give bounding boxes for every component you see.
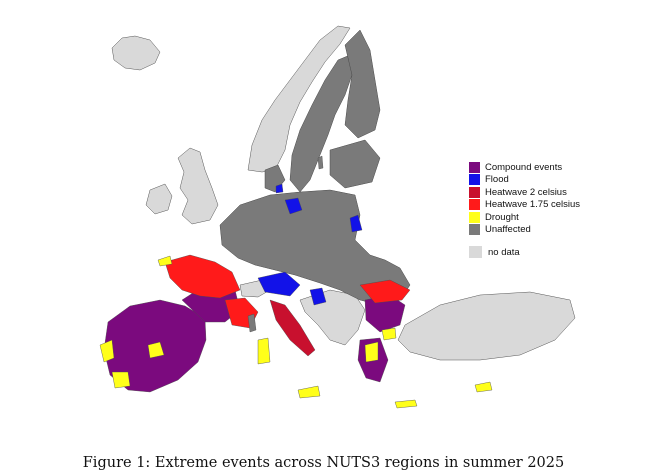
heatwave-regions [164,254,411,329]
drought-regions [99,255,493,409]
legend-label: Unaffected [485,224,531,236]
drought-sicily [297,385,321,399]
flood-alps [257,271,301,297]
legend-item-no-data: no data [469,246,520,258]
legend-swatch [469,161,480,173]
heatwave2-regions [269,299,316,357]
ireland [145,183,173,215]
romania-heatwave [359,279,411,304]
italy-heatwave [269,299,316,357]
legend-swatch [469,224,480,236]
drought-crete [394,399,418,409]
drought-portugal [99,339,115,363]
corsica [247,313,257,333]
legend-label: Heatwave 1.75 celsius [485,199,581,211]
flood-regions [257,183,363,306]
gotland [317,155,324,170]
iceland [111,35,161,71]
legend-item-drought: Drought [469,211,580,224]
flood-denmark [275,183,284,194]
legend-label: no data [488,246,520,258]
norway [247,25,351,173]
legend-item-compound: Compound events [469,161,580,174]
drought-france [157,255,173,267]
western-balkans [299,289,366,346]
legend-item-unaffected: Unaffected [469,224,580,237]
legend-label: Compound events [485,161,563,173]
legend-item-heatwave-2: Heatwave 2 celsius [469,186,580,199]
drought-bulgaria [381,327,397,341]
drought-sardinia [257,337,271,365]
europe-nuts3-map [99,25,576,409]
finland [344,29,381,139]
legend-item-flood: Flood [469,174,580,187]
map-legend: Compound events Flood Heatwave 2 celsius… [469,161,580,236]
legend-swatch [469,199,480,211]
legend-label: Drought [485,211,519,223]
small-islands [247,155,324,333]
legend-label: Flood [485,174,509,186]
legend-item-heatwave-175: Heatwave 1.75 celsius [469,199,580,212]
drought-spain-center [147,341,165,359]
turkey [397,291,576,361]
legend-swatch [469,174,480,186]
flood-poland [349,214,363,233]
legend-swatch [469,211,480,223]
central-europe [219,189,411,306]
figure-caption: Figure 1: Extreme events across NUTS3 re… [82,455,565,471]
drought-spain-south [111,371,131,389]
legend-swatch [469,246,482,258]
flood-austria [309,287,327,306]
unaffected-regions [219,29,411,306]
drought-cyprus [474,381,493,393]
great-britain [177,147,219,225]
flood-germany [284,197,303,215]
baltics [329,139,381,189]
france-heatwave [164,254,241,299]
legend-swatch [469,186,480,198]
legend-label: Heatwave 2 celsius [485,186,567,198]
drought-greece [364,341,379,363]
